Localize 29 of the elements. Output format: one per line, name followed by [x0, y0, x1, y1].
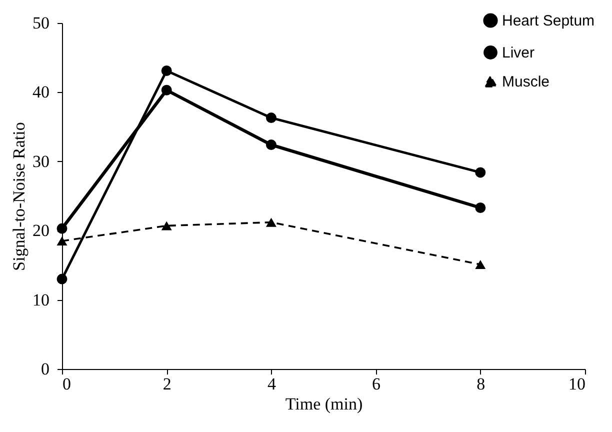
point — [161, 221, 172, 230]
y-tick-label: 0 — [41, 360, 50, 378]
point — [266, 140, 276, 150]
x-tick-label: 4 — [267, 374, 276, 394]
point — [475, 167, 486, 178]
y-axis-title: Signal-to-Noise Ratio — [10, 122, 28, 271]
y-tick-label: 50 — [32, 14, 50, 32]
point — [161, 66, 172, 76]
point — [266, 112, 276, 124]
point — [56, 274, 68, 284]
y-tick-label: 40 — [32, 82, 50, 102]
point — [161, 84, 172, 96]
point — [475, 202, 486, 213]
x-axis-title: Time (min) — [285, 394, 363, 414]
point — [56, 223, 68, 234]
point — [475, 260, 486, 270]
point — [266, 218, 276, 227]
legend-label: Liver — [502, 44, 535, 62]
x-tick-label: 0 — [62, 374, 71, 394]
legend-label: Muscle — [502, 74, 550, 90]
point — [56, 236, 68, 246]
y-tick-label: 30 — [32, 152, 50, 171]
x-tick-label: 8 — [476, 374, 486, 394]
x-tick-label: 10 — [568, 374, 586, 394]
x-tick-label: 6 — [372, 374, 381, 394]
legend-label: Heart Septum — [502, 12, 595, 30]
y-tick-label: 20 — [32, 221, 50, 240]
y-tick-label: 10 — [32, 290, 50, 310]
x-tick-label: 2 — [162, 374, 172, 394]
